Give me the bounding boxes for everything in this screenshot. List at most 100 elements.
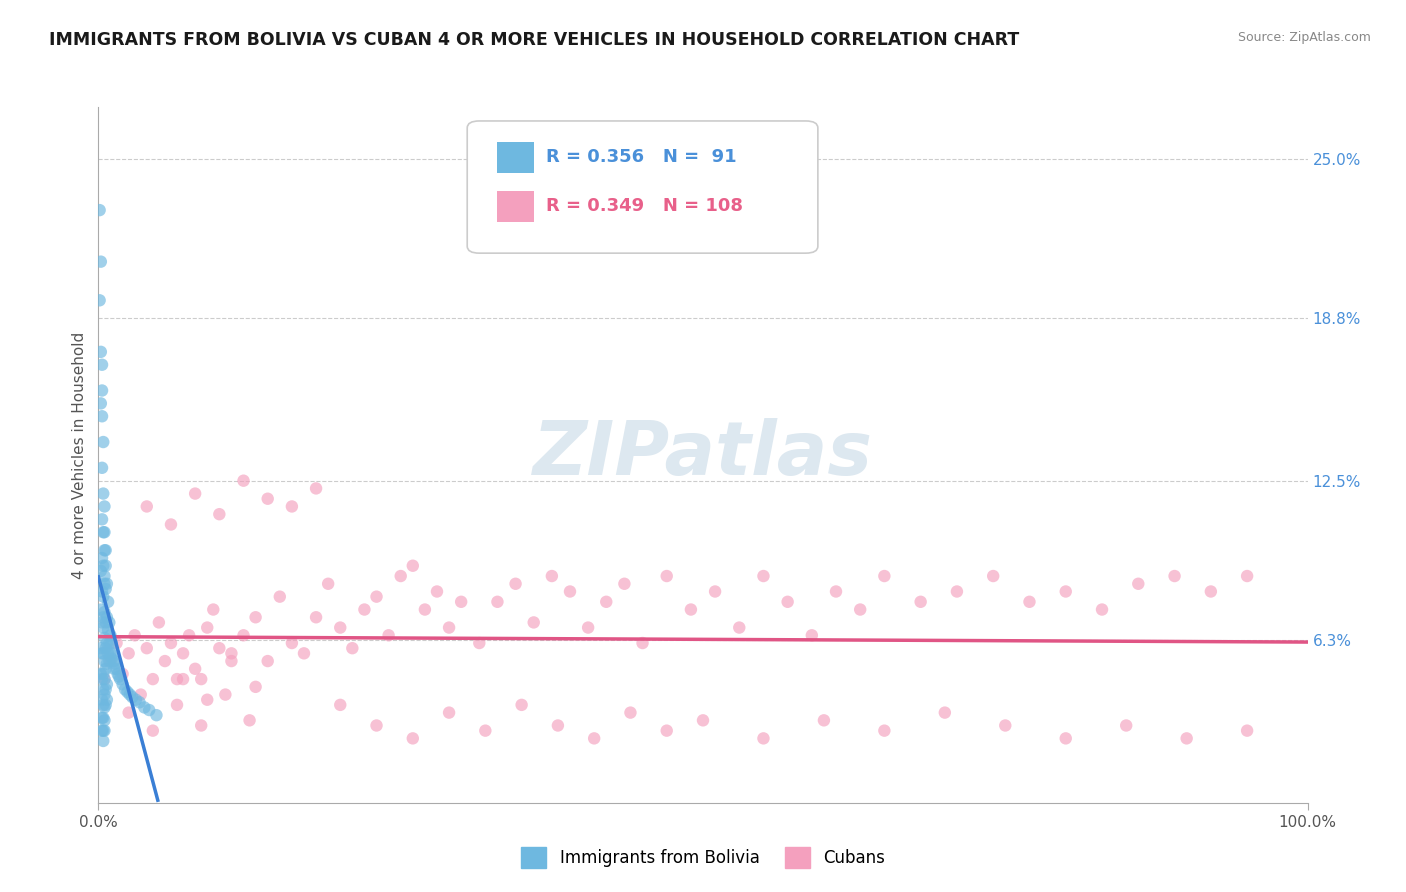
Text: Source: ZipAtlas.com: Source: ZipAtlas.com (1237, 31, 1371, 45)
Point (91, 615, 114, 630)
Point (91, 525, 114, 540)
Point (389, 569, 412, 583)
Point (179, 628, 201, 642)
Point (101, 646, 124, 660)
Point (402, 558, 425, 573)
Point (100, 646, 122, 660)
Point (125, 692, 148, 706)
Point (752, 569, 775, 583)
Point (108, 672, 131, 686)
Point (595, 595, 617, 609)
Point (704, 584, 727, 599)
Point (100, 654, 122, 668)
Point (98, 654, 121, 668)
Point (111, 677, 134, 691)
Point (91, 358, 114, 372)
Point (91, 460, 114, 475)
Point (221, 646, 243, 660)
Point (468, 636, 491, 650)
Point (96, 657, 118, 671)
Point (505, 576, 527, 591)
Point (89, 293, 111, 308)
Point (728, 621, 751, 635)
Point (232, 628, 254, 642)
Point (128, 695, 150, 709)
Point (245, 610, 267, 624)
Point (90, 667, 112, 681)
Point (145, 708, 167, 723)
Point (91, 711, 114, 725)
Point (342, 641, 364, 656)
Text: R = 0.349   N = 108: R = 0.349 N = 108 (546, 197, 742, 215)
Point (100, 636, 122, 650)
Point (679, 602, 702, 616)
Point (91, 512, 114, 526)
Point (91, 646, 114, 660)
Point (90, 344, 112, 359)
Point (1175, 731, 1198, 746)
Point (160, 517, 183, 532)
Point (93, 569, 115, 583)
Point (91, 486, 114, 500)
Point (97, 623, 120, 637)
Point (172, 646, 194, 660)
Point (98, 615, 121, 630)
Point (256, 491, 278, 506)
Point (190, 718, 212, 732)
Point (849, 602, 872, 616)
Point (129, 688, 152, 702)
Point (91, 723, 114, 738)
Point (1054, 584, 1077, 599)
Point (184, 486, 207, 500)
Point (329, 621, 352, 635)
Point (94, 641, 117, 656)
Point (631, 636, 654, 650)
Point (91, 646, 114, 660)
Point (108, 669, 131, 683)
Point (93, 525, 115, 540)
Point (114, 682, 136, 697)
Point (91, 711, 114, 725)
Point (94, 543, 117, 558)
Point (281, 636, 304, 650)
Point (105, 662, 128, 676)
Point (305, 482, 328, 496)
Point (910, 595, 932, 609)
Point (184, 662, 207, 676)
Point (583, 731, 606, 746)
Point (195, 621, 218, 635)
Point (93, 700, 115, 714)
Point (510, 698, 533, 712)
Point (825, 584, 848, 599)
Point (90, 602, 112, 616)
Point (190, 672, 212, 686)
Point (613, 576, 636, 591)
Point (873, 723, 896, 738)
Text: R = 0.356   N =  91: R = 0.356 N = 91 (546, 148, 737, 166)
Point (437, 621, 460, 635)
Point (90, 396, 112, 410)
Point (316, 576, 339, 591)
Point (124, 628, 146, 642)
Point (576, 621, 599, 635)
Point (91, 723, 114, 738)
Point (353, 602, 375, 616)
Point (692, 714, 714, 728)
Point (121, 690, 143, 705)
Point (91, 558, 114, 573)
Point (90, 641, 112, 656)
Point (134, 700, 156, 714)
Point (413, 602, 436, 616)
Point (221, 654, 243, 668)
Point (97, 595, 120, 609)
Point (547, 718, 569, 732)
Point (118, 688, 141, 702)
Point (426, 584, 449, 599)
Point (245, 680, 267, 694)
Point (135, 500, 157, 514)
Point (202, 602, 225, 616)
Point (93, 631, 115, 645)
Point (94, 682, 117, 697)
Point (800, 628, 823, 642)
Point (1115, 718, 1137, 732)
